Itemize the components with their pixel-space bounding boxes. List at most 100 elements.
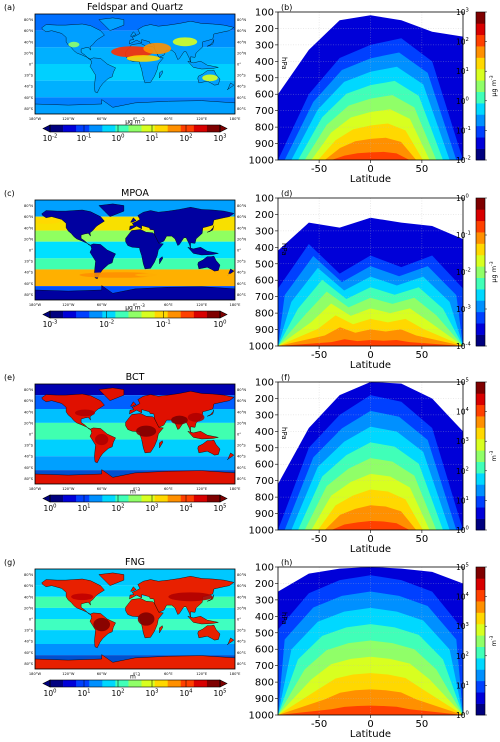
map-colorbar-label: 100 [214,320,227,329]
map-lat-tick-left: 60°N [24,584,33,588]
map-lat-tick-left: 20°S [24,260,33,264]
map-colorbar-swatch [128,495,142,502]
profile-colorbar-swatch [476,289,485,301]
hotspot [202,74,218,82]
map-lat-tick-right: 40°N [237,40,246,44]
hotspot [35,218,60,224]
y-tick-label: 1000 [249,342,274,353]
x-tick-label: -50 [311,534,327,545]
map-lon-tick: 120°W [62,303,75,307]
map-lat-tick-right: 60°S [237,651,246,655]
profile-field [278,382,463,530]
y-tick-label: 800 [255,678,274,689]
land [130,401,137,407]
map-colorbar-swatch [102,680,116,687]
hotspot [75,409,95,417]
map-lat-tick-right: 20°N [237,51,246,55]
y-tick-label: 600 [255,460,274,471]
map-colorbar-label: 100 [44,504,57,513]
colorbar-extend-low [42,494,51,503]
panel-letter: (f) [281,373,290,382]
map-colorbar-label: 10-3 [43,320,58,329]
panel-letter: (a) [4,3,15,12]
y-tick-label: 100 [255,8,274,19]
land [129,207,235,249]
colorbar-extend-high [219,310,228,319]
map-colorbar-swatch [193,495,208,502]
x-tick-label: -50 [311,719,327,730]
map-colorbar-label: 104 [180,689,194,698]
hotspot [143,42,172,54]
map-colorbar-swatch [115,680,129,687]
map-colorbar-swatch [154,680,168,687]
map-lat-tick-left: 20°N [24,606,33,610]
profile-colorbar-label: 100 [456,526,469,535]
profile-colorbar-label: 103 [456,437,469,446]
y-tick-label: 800 [255,493,274,504]
profile-colorbar-label: 101 [456,67,469,76]
map-lat-tick-left: 60°S [24,466,33,470]
profile-colorbar-label: 105 [456,563,469,572]
colorbar-extend-high [219,124,228,133]
map-lon-tick: 180°W [29,672,42,676]
map-lon-tick: 0° [133,672,137,676]
map-colorbar-label: 101 [78,689,91,698]
map-colorbar-swatch [50,495,64,502]
contour-layer [278,137,463,160]
map-lon-tick: 0° [133,487,137,491]
map-colorbar-swatch [128,125,142,132]
colorbar-extend-high [219,494,228,503]
profile-colorbar-swatch [476,703,485,716]
profile-colorbar-swatch [476,612,485,625]
land [159,256,163,265]
map-colorbar-swatch [115,125,129,132]
map-lon-tick: 60°E [164,303,173,307]
y-axis-label: hPa [280,612,288,625]
y-tick-label: 200 [255,210,274,221]
x-tick-label: 50 [416,350,429,361]
map-lon-tick: 180°W [29,117,42,121]
map-colorbar-swatch [154,125,168,132]
profile-colorbar-label: 102 [456,466,469,475]
map-lat-tick-left: 80°N [24,573,33,577]
map-lon-tick: 0° [133,117,137,121]
map-lon-tick: 180°W [29,303,42,307]
land [130,586,137,592]
profile-colorbar-label: 103 [456,8,469,17]
y-tick-label: 700 [255,292,274,303]
map-panel-e: 80°N 80°N 60°N 60°N 40°N 40°N 20°N 20°N 0° 0° 20°S… [4,372,246,513]
profile-colorbar-frame [475,11,486,161]
profile-colorbar-swatch [476,114,485,127]
y-tick-label: 100 [255,194,274,205]
panel-letter: (h) [281,558,292,567]
y-tick-label: 300 [255,40,274,51]
map-colorbar-swatch [102,125,116,132]
y-tick-label: 500 [255,443,274,454]
profile-colorbar-label: 104 [456,407,470,416]
x-tick-label: 50 [416,534,429,545]
y-tick-label: 600 [255,276,274,287]
profile-colorbar-swatch [476,243,485,256]
y-tick-label: 1000 [249,711,274,722]
profile-colorbar-unit: µg m-3 [489,261,498,282]
map-colorbar-swatch [63,311,77,318]
x-tick-label: 0 [367,350,373,361]
profile-colorbar-swatch [476,382,485,394]
y-axis-label: hPa [280,427,288,440]
land [197,624,221,641]
land [207,225,215,233]
contour-layer [278,327,463,346]
x-tick-label: 0 [367,534,373,545]
land [41,209,105,246]
land [197,439,221,456]
map-colorbar-swatch [102,311,116,318]
map-lat-tick-right: 60°S [237,96,246,100]
ocean-band [35,456,235,471]
profile-colorbar-swatch [476,416,485,428]
map-lat-tick-right: 60°N [237,584,246,588]
land [98,387,125,401]
hotspot [111,46,154,58]
profile-colorbar-swatch [476,46,485,58]
map-lon-tick: 180°E [230,117,242,121]
map-colorbar-swatch [167,311,182,318]
